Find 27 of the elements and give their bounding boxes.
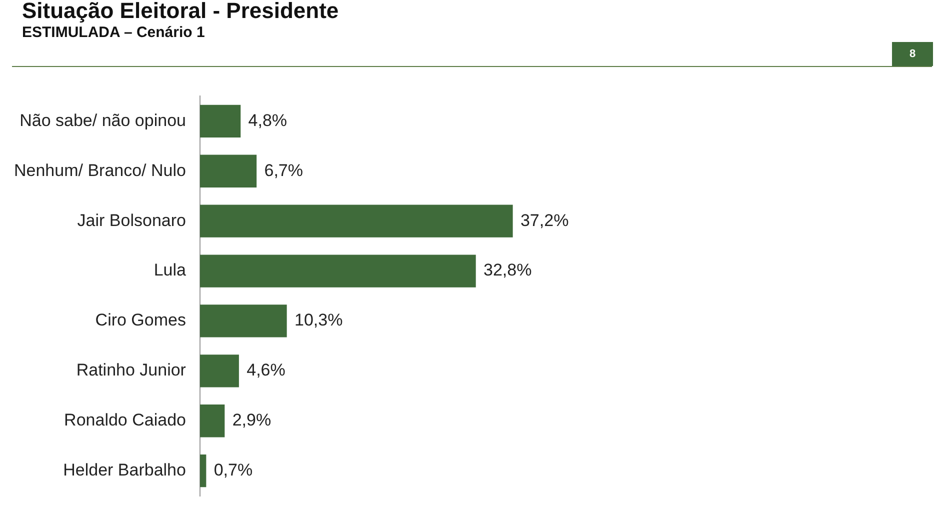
text: 8 — [892, 42, 933, 66]
data-label: 0,7% — [214, 460, 253, 480]
bar — [200, 354, 239, 388]
data-label: 4,6% — [246, 360, 286, 380]
data-label: 32,8% — [484, 260, 532, 280]
bar — [200, 204, 513, 238]
bar — [200, 304, 287, 338]
chart-subtitle: ESTIMULADA – Cenário 1 — [22, 24, 205, 41]
bar — [200, 454, 206, 488]
bar — [200, 254, 476, 288]
data-label: 4,8% — [248, 110, 288, 130]
bar — [200, 154, 257, 188]
y-tick-label: Nenhum/ Branco/ Nulo — [14, 160, 186, 180]
y-tick-label: Ratinho Junior — [76, 360, 186, 380]
y-tick-label: Ciro Gomes — [95, 310, 186, 330]
data-label: 10,3% — [294, 310, 343, 330]
data-label: 6,7% — [264, 160, 304, 180]
bar — [200, 404, 225, 438]
y-tick-label: Ronaldo Caiado — [64, 410, 186, 430]
data-label: 2,9% — [232, 410, 272, 430]
data-label: 37,2% — [520, 210, 569, 230]
y-tick-label: Jair Bolsonaro — [77, 210, 186, 230]
y-tick-label: Helder Barbalho — [63, 460, 186, 480]
y-tick-label: Lula — [154, 260, 187, 280]
bar — [200, 104, 241, 138]
chart-title: Situação Eleitoral - Presidente — [22, 0, 339, 24]
y-tick-label: Não sabe/ não opinou — [20, 110, 186, 130]
